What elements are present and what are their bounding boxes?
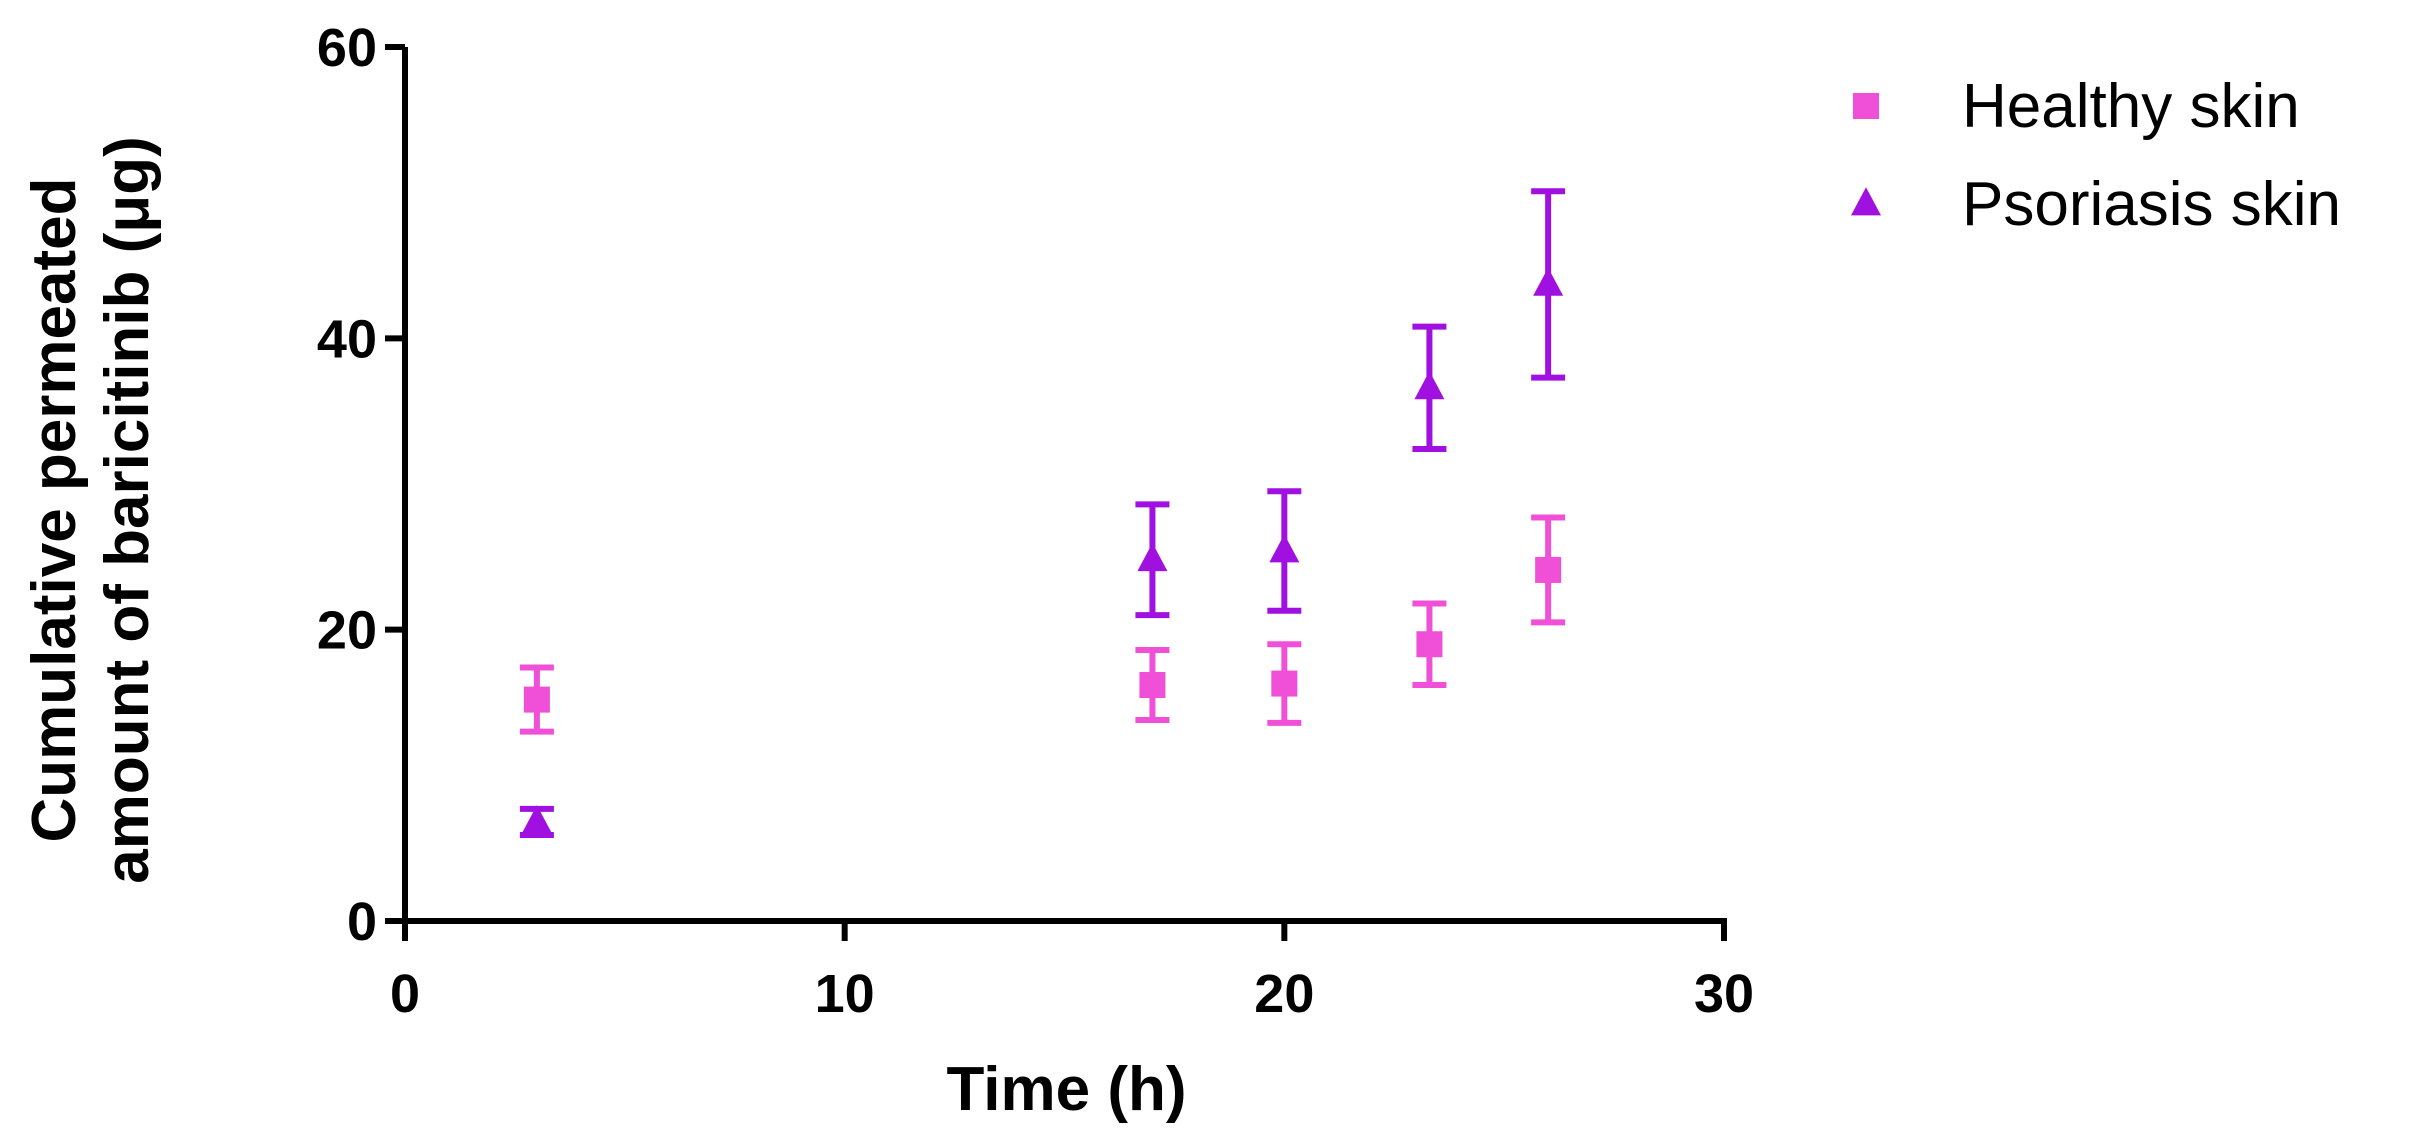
legend-item: Healthy skin [1853,72,2300,141]
x-axis-title: Time (h) [947,1055,1187,1124]
data-point [1416,631,1443,658]
data-point [1271,670,1298,697]
legend-label: Psoriasis skin [1962,170,2341,239]
x-tick-label: 0 [390,964,420,1024]
data-point [521,805,552,834]
y-tick-label: 0 [347,892,377,952]
data-point [1139,672,1166,699]
x-tick-label: 30 [1694,964,1754,1024]
legend: Healthy skin Psoriasis skin [1851,72,2341,239]
y-tick-label: 60 [317,18,377,78]
y-axis-title: Cumulative permeatedamount of baricitini… [20,136,162,883]
data-point [523,686,550,713]
series-psoriasis-skin [519,188,1566,839]
x-tick-label: 10 [815,964,875,1024]
y-axis-title-line: amount of baricitinib (μg) [93,136,162,883]
data-point [1414,371,1445,400]
series-healthy-skin [519,514,1566,735]
y-axis-title-line: Cumulative permeated [20,178,89,843]
data-point [1533,267,1564,296]
data-point [1269,534,1300,563]
data-point [1535,556,1562,583]
legend-label: Healthy skin [1962,72,2300,141]
legend-item: Psoriasis skin [1851,170,2341,239]
x-tick-label: 20 [1254,964,1314,1024]
y-tick-label: 20 [317,601,377,661]
data-point [1137,543,1168,572]
legend-marker [1853,93,1879,119]
y-tick-label: 40 [317,309,377,369]
legend-marker [1851,187,1881,216]
axes: 0 20 40 60 0 10 20 30 [317,18,1754,1024]
data-marks [519,188,1566,839]
